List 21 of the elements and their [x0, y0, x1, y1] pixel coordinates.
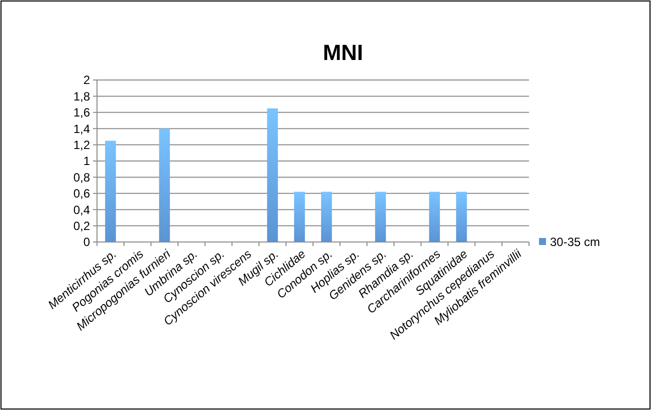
y-tick-label: 0,4 — [73, 202, 90, 217]
bar — [105, 140, 116, 242]
y-tick-label: 0 — [83, 235, 90, 250]
y-tick-label: 1,6 — [73, 106, 90, 120]
y-tick-label: 0,6 — [73, 186, 90, 201]
y-tick-label: 1,2 — [73, 138, 90, 152]
bar — [267, 108, 278, 242]
bar — [159, 128, 170, 242]
bar — [456, 192, 467, 242]
bar — [429, 192, 440, 242]
y-tick-label: 0,8 — [73, 170, 90, 184]
legend-label: 30-35 cm — [550, 235, 600, 250]
bar — [375, 192, 386, 242]
y-tick-label: 1 — [83, 154, 90, 168]
y-tick-label: 2 — [83, 73, 90, 88]
chart-title: MNI — [322, 40, 364, 65]
y-tick-label: 1,8 — [73, 89, 90, 104]
y-tick-label: 0,2 — [73, 219, 90, 233]
y-tick-label: 1,4 — [73, 122, 90, 136]
bar — [294, 192, 305, 242]
bar — [321, 192, 332, 242]
